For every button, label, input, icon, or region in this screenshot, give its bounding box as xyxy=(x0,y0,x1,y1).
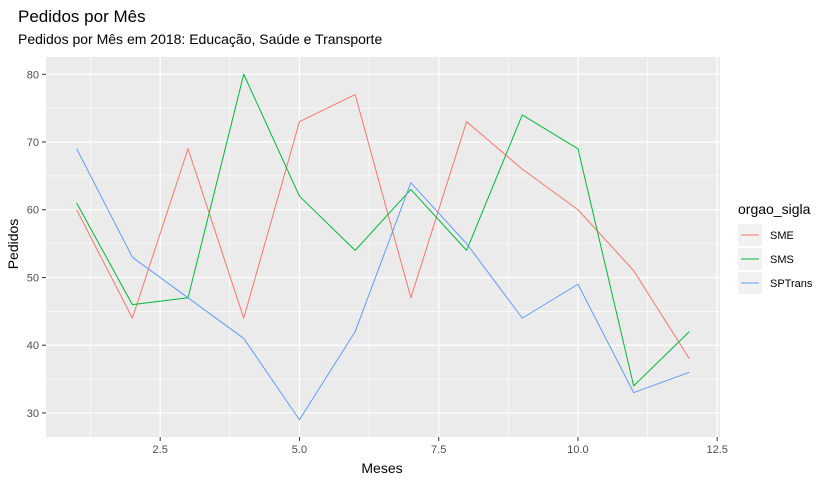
series-line-sms xyxy=(76,73,690,387)
x-tick-label: 2.5 xyxy=(153,444,168,456)
x-tick-label: 10.0 xyxy=(567,444,588,456)
y-axis-ticks: 30 40 50 60 70 80 xyxy=(27,69,46,420)
legend: orgao_sigla SME SMS SPTrans xyxy=(738,201,813,294)
legend-label-sms: SMS xyxy=(770,254,794,266)
minor-gridlines xyxy=(46,57,720,437)
y-tick-label: 80 xyxy=(27,69,39,81)
x-tick-label: 5.0 xyxy=(292,444,307,456)
y-tick-label: 60 xyxy=(27,205,39,217)
y-tick-label: 40 xyxy=(27,340,39,352)
plot-panel xyxy=(46,57,720,437)
series-line-sme xyxy=(76,94,690,360)
x-axis-ticks: 2.5 5.0 7.5 10.0 12.5 xyxy=(153,437,728,456)
legend-title: orgao_sigla xyxy=(738,201,811,217)
major-gridlines xyxy=(46,57,720,437)
series-lines xyxy=(76,73,690,421)
x-axis-title: Meses xyxy=(361,460,402,476)
legend-label-sme: SME xyxy=(770,230,794,242)
y-tick-label: 70 xyxy=(27,137,39,149)
y-tick-label: 30 xyxy=(27,408,39,420)
x-tick-label: 12.5 xyxy=(707,444,728,456)
chart-subtitle: Pedidos por Mês em 2018: Educação, Saúde… xyxy=(18,31,382,47)
series-line-sptrans xyxy=(76,148,690,421)
y-axis-title: Pedidos xyxy=(5,219,21,270)
x-tick-label: 7.5 xyxy=(431,444,446,456)
y-tick-label: 50 xyxy=(27,272,39,284)
chart-title: Pedidos por Mês xyxy=(18,7,146,26)
legend-items: SME SMS SPTrans xyxy=(738,224,813,294)
legend-label-sptrans: SPTrans xyxy=(770,278,813,290)
